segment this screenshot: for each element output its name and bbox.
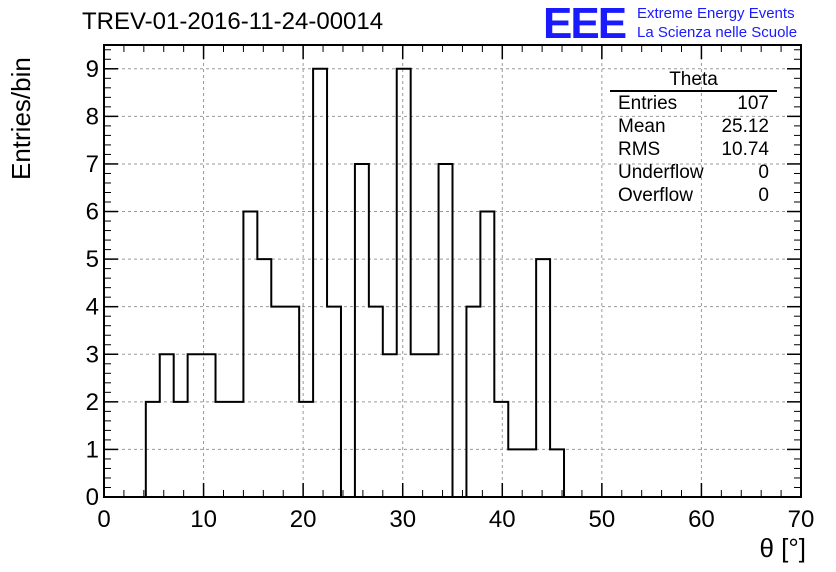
stats-value: 10.74 [721, 139, 769, 160]
stats-value: 0 [758, 162, 769, 183]
stats-value: 0 [758, 185, 769, 206]
x-tick-label: 40 [489, 506, 516, 533]
stats-label: RMS [618, 139, 661, 160]
y-tick-label: 6 [86, 199, 99, 226]
histogram-bin [522, 449, 536, 497]
chart-title: TREV-01-2016-11-24-00014 [82, 8, 384, 35]
y-tick-label: 1 [86, 436, 99, 463]
logo-text: Extreme Energy Events La Scienza nelle S… [637, 4, 797, 42]
histogram-bin [299, 402, 313, 497]
y-axis-label: Entries/bin [6, 57, 36, 180]
x-tick-label: 60 [688, 506, 715, 533]
histogram-bin [174, 402, 188, 497]
x-tick-label: 20 [290, 506, 317, 533]
histogram-bin [397, 69, 411, 497]
logo-line-1: Extreme Energy Events [637, 5, 795, 22]
logo-line-2: La Scienza nelle Scuole [637, 24, 798, 41]
histogram-bin [355, 164, 369, 497]
histogram-bin [216, 402, 230, 497]
histogram-bin [313, 69, 327, 497]
histogram-bin [411, 354, 425, 497]
stats-label: Entries [618, 93, 678, 114]
y-tick-label: 2 [86, 389, 99, 416]
stats-row-overflow: Overflow 0 [610, 184, 777, 207]
stats-row-rms: RMS 10.74 [610, 138, 777, 161]
histogram-bin [439, 164, 453, 497]
histogram-bin [536, 259, 550, 497]
x-tick-label: 10 [190, 506, 217, 533]
eee-logo: EEE [543, 0, 627, 48]
y-tick-label: 5 [86, 246, 99, 273]
x-tick-label: 50 [589, 506, 616, 533]
y-tick-label: 8 [86, 103, 99, 130]
histogram-bin [425, 354, 439, 497]
y-tick-label: 3 [86, 341, 99, 368]
histogram-bin [188, 354, 202, 497]
histogram-bin [508, 449, 522, 497]
histogram-bin [160, 354, 174, 497]
y-tick-label: 7 [86, 151, 99, 178]
plot-frame [103, 44, 802, 498]
histogram-outline [144, 67, 566, 498]
x-tick-label: 70 [788, 506, 815, 533]
histogram-bin [550, 449, 564, 497]
stats-box: Theta Entries 107 Mean 25.12 RMS 10.74 U… [610, 70, 777, 207]
stats-name: Theta [610, 70, 777, 92]
stats-row-entries: Entries 107 [610, 92, 777, 115]
stats-label: Underflow [618, 162, 704, 183]
stats-value: 107 [737, 93, 769, 114]
stats-value: 25.12 [721, 116, 769, 137]
stats-row-underflow: Underflow 0 [610, 161, 777, 184]
y-tick-label: 9 [86, 56, 99, 83]
histogram-bin [383, 354, 397, 497]
x-axis-label: θ [°] [759, 533, 806, 563]
y-tick-label: 4 [86, 294, 99, 321]
stats-row-mean: Mean 25.12 [610, 115, 777, 138]
x-tick-label: 30 [389, 506, 416, 533]
x-tick-label: 0 [97, 506, 110, 533]
histogram-bin [257, 259, 271, 497]
y-tick-label: 0 [86, 484, 99, 511]
stats-label: Overflow [618, 185, 693, 206]
stats-label: Mean [618, 116, 666, 137]
